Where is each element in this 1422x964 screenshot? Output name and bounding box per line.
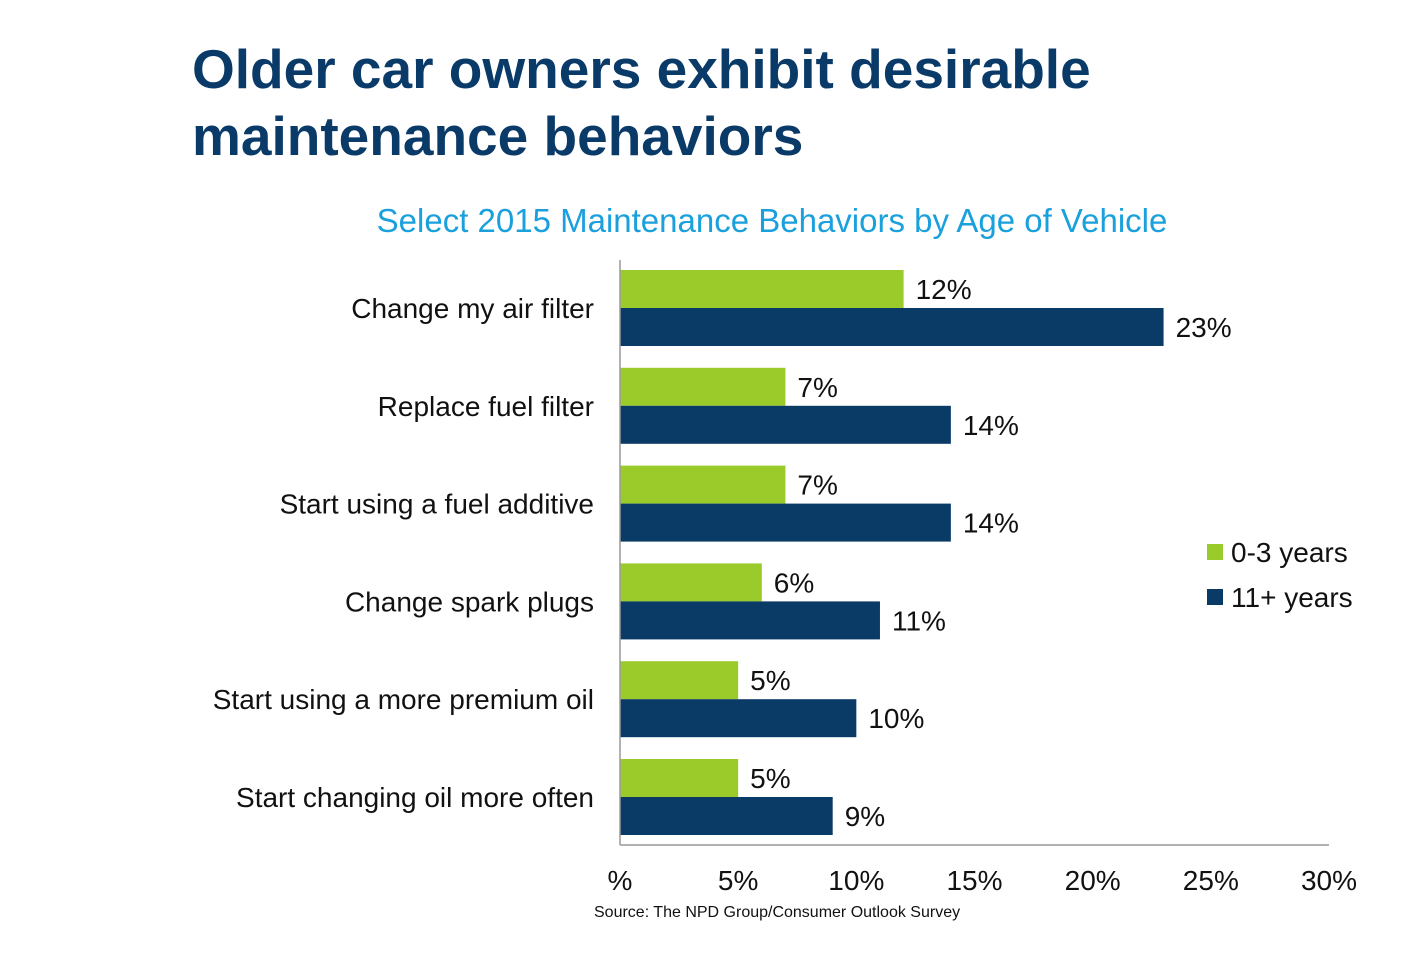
bar-old: [620, 405, 951, 444]
chart-title: Select 2015 Maintenance Behaviors by Age…: [377, 202, 1168, 239]
slide-title-line-1: Older car owners exhibit desirable: [192, 38, 1091, 100]
data-label: 10%: [868, 703, 924, 734]
source-note: Source: The NPD Group/Consumer Outlook S…: [594, 904, 960, 921]
legend: 0-3 years 11+ years: [1207, 537, 1353, 613]
category-label: Replace fuel filter: [378, 391, 594, 422]
data-label: 14%: [963, 410, 1019, 441]
bar-young: [620, 270, 904, 308]
x-tick-label: %: [608, 865, 633, 896]
data-label: 5%: [750, 665, 790, 696]
category-label: Start using a more premium oil: [213, 684, 594, 715]
data-label: 14%: [963, 508, 1019, 539]
category-label: Start using a fuel additive: [280, 489, 594, 520]
bar-young: [620, 367, 786, 406]
x-tick-label: 25%: [1183, 865, 1239, 896]
bar-old: [620, 797, 833, 835]
data-label: 9%: [845, 801, 885, 832]
category-label: Change spark plugs: [345, 586, 594, 617]
category-label: Start changing oil more often: [236, 782, 594, 813]
data-label: 12%: [916, 274, 972, 305]
bar-old: [620, 503, 951, 542]
data-label: 7%: [797, 372, 837, 403]
data-label: 11%: [892, 605, 946, 636]
labels-group: Change my air filter 12% 23% Replace fuel f…: [213, 274, 1232, 832]
x-tick-label: 5%: [718, 865, 758, 896]
bar-young: [620, 759, 739, 797]
category-label: Change my air filter: [351, 293, 594, 324]
bar-old: [620, 601, 880, 640]
data-label: 5%: [750, 763, 790, 794]
data-label: 7%: [797, 470, 837, 501]
legend-swatch: [1207, 589, 1223, 605]
legend-swatch: [1207, 544, 1223, 560]
x-tick-label: 30%: [1301, 865, 1357, 896]
data-label: 23%: [1176, 312, 1232, 343]
bar-young: [620, 661, 739, 700]
bar-young: [620, 563, 762, 602]
bars-group: [620, 270, 1164, 835]
x-tick-label: 15%: [946, 865, 1002, 896]
slide-title: Older car owners exhibit desirable maint…: [192, 36, 1292, 170]
slide-title-line-2: maintenance behaviors: [192, 105, 804, 167]
bar-old: [620, 308, 1164, 346]
legend-label: 0-3 years: [1231, 537, 1348, 568]
axis-group: % 5% 10% 15% 20% 25% 30%: [608, 260, 1357, 896]
x-tick-label: 20%: [1065, 865, 1121, 896]
data-label: 6%: [774, 567, 814, 598]
legend-label: 11+ years: [1231, 582, 1353, 613]
x-tick-label: 10%: [828, 865, 884, 896]
bar-young: [620, 465, 786, 504]
bar-old: [620, 699, 857, 738]
